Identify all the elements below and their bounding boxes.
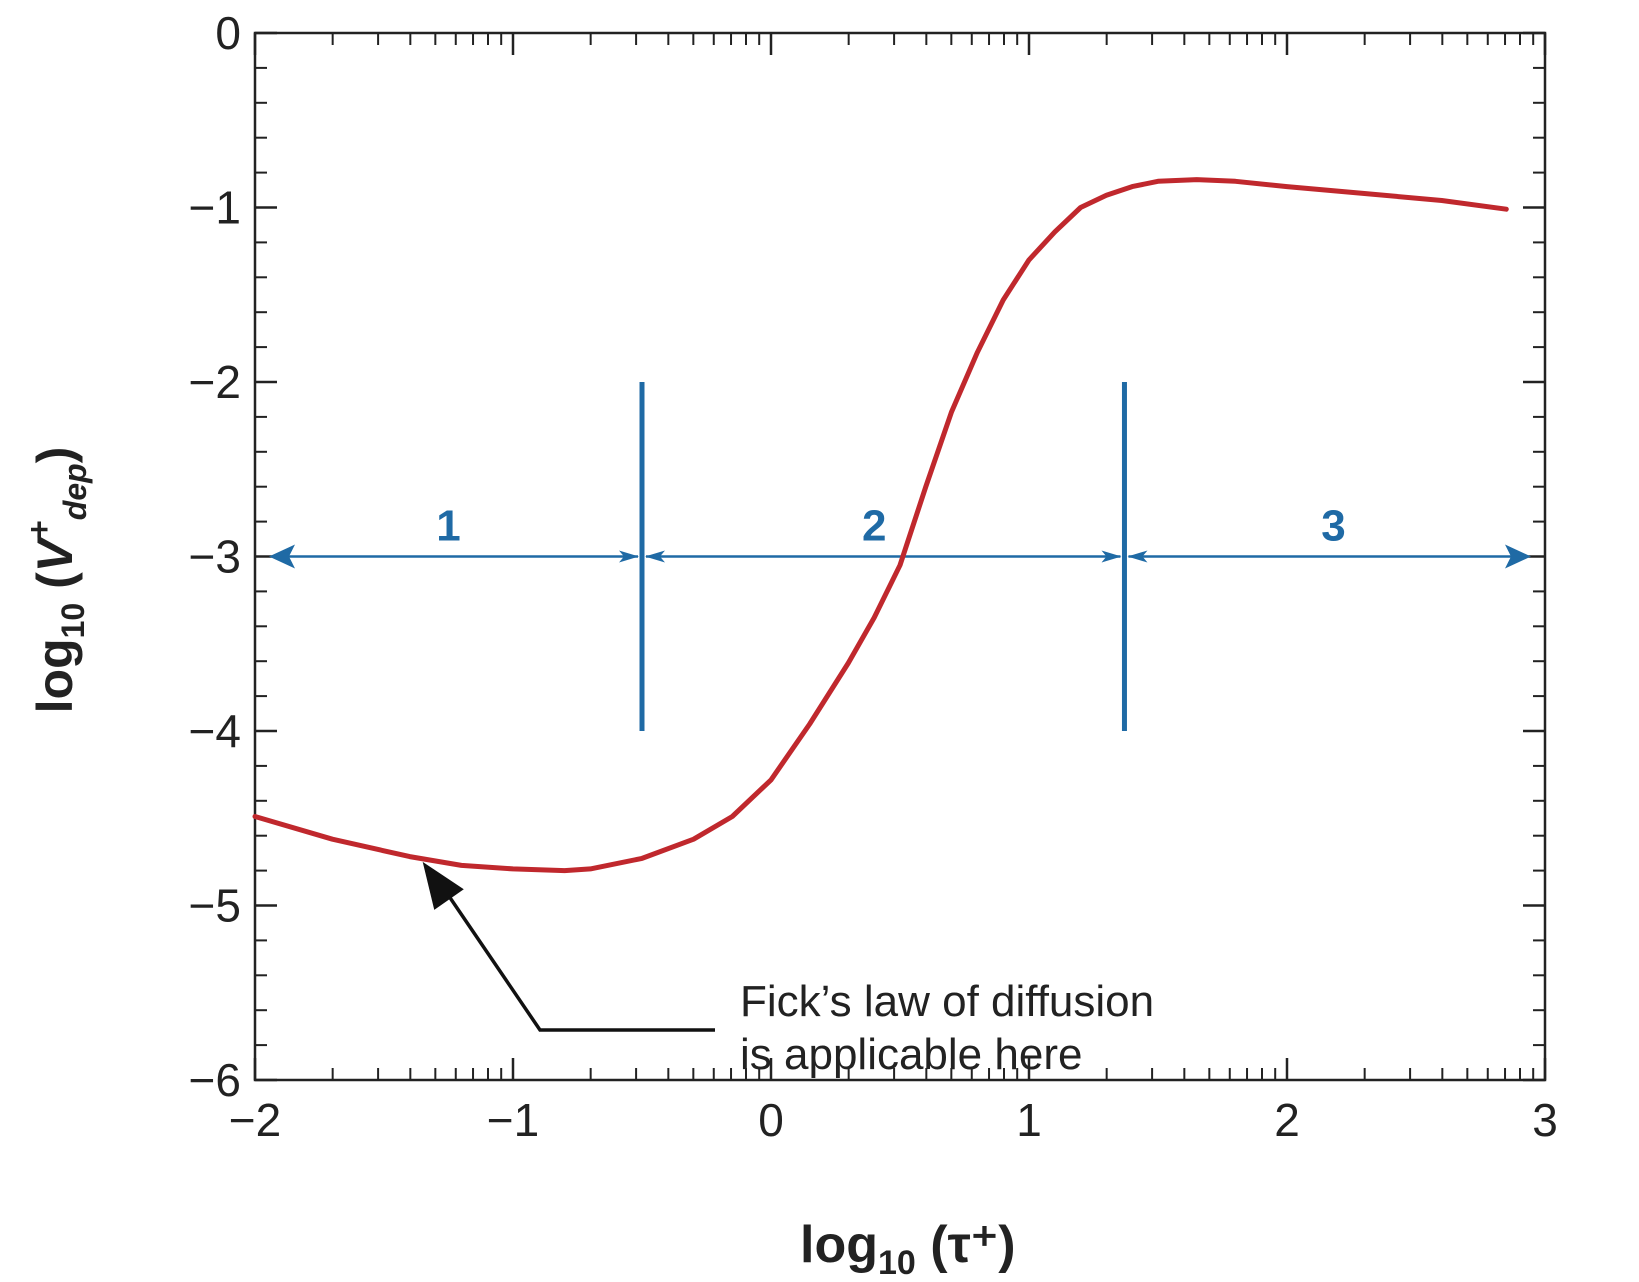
- curve-layer: [252, 177, 1509, 874]
- x-axis-title-sub: 10: [878, 1244, 916, 1282]
- y-tick-label: −5: [189, 880, 241, 932]
- y-axis-title-sub: 10: [55, 603, 91, 639]
- y-axis-title-base: log: [27, 638, 83, 713]
- outer-arrowhead-right: [1505, 544, 1531, 569]
- annotation-leader: [443, 888, 715, 1032]
- annotation-arrowhead: [422, 861, 464, 910]
- regions-layer: 1 2 3: [269, 382, 1531, 731]
- x-axis-title: log10 (τ⁺): [800, 1216, 1016, 1282]
- y-tick-label: −2: [189, 356, 241, 408]
- tick-labels-layer: −2 −1 0 1 2 3 0 −1 −2 −3 −4 −5 −6: [189, 7, 1558, 1146]
- y-axis-title-sup: +: [21, 520, 57, 539]
- x-tick-label: 0: [758, 1094, 784, 1146]
- curve-series: [252, 177, 1509, 874]
- annotation-layer: Fick’s law of diffusion is applicable he…: [422, 861, 1154, 1079]
- x-axis-title-base: log: [800, 1216, 878, 1274]
- annotation-line-2: is applicable here: [740, 1030, 1082, 1079]
- outer-arrowhead-left: [269, 544, 295, 569]
- y-tick-label: −6: [189, 1054, 241, 1106]
- region-label-3: 3: [1321, 502, 1345, 551]
- region-label-2: 2: [862, 502, 886, 551]
- x-tick-label: −2: [229, 1094, 281, 1146]
- x-tick-label: 2: [1274, 1094, 1300, 1146]
- x-axis-title-rest: (τ⁺): [916, 1216, 1016, 1274]
- y-axis-title-subvar: dep: [57, 463, 93, 520]
- y-axis-title: log10 (V+dep): [21, 447, 93, 714]
- y-tick-label: −1: [189, 182, 241, 234]
- region-label-1: 1: [436, 502, 460, 551]
- y-tick-label: 0: [215, 7, 241, 59]
- x-tick-label: 3: [1532, 1094, 1558, 1146]
- y-axis-title-group: log10 (V+dep): [21, 447, 93, 714]
- y-tick-label: −4: [189, 705, 241, 757]
- y-axis-title-open: (: [27, 572, 83, 603]
- y-tick-label: −3: [189, 531, 241, 583]
- x-tick-label: −1: [487, 1094, 539, 1146]
- x-tick-label: 1: [1016, 1094, 1042, 1146]
- annotation-line-1: Fick’s law of diffusion: [740, 977, 1154, 1026]
- y-axis-title-close: ): [27, 447, 83, 464]
- y-axis-title-var: V: [27, 535, 83, 572]
- ticks-layer: [253, 31, 1547, 1082]
